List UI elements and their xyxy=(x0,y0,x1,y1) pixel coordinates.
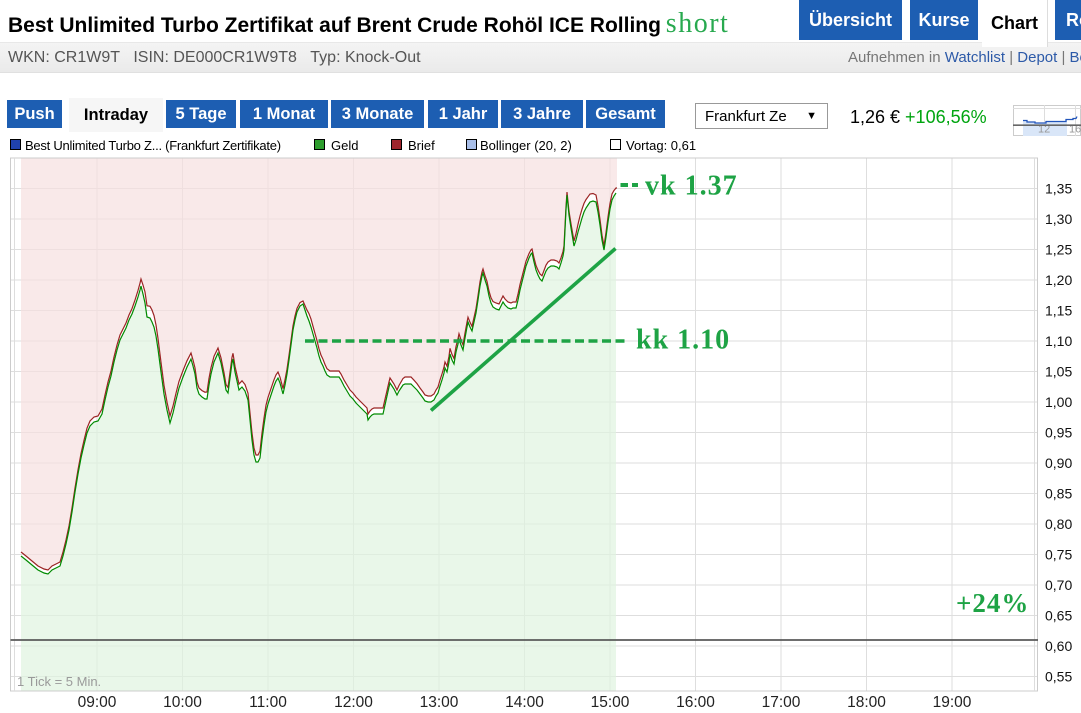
svg-text:0,95: 0,95 xyxy=(1045,425,1072,441)
svg-text:0,55: 0,55 xyxy=(1045,669,1072,685)
svg-text:1,25: 1,25 xyxy=(1045,242,1072,258)
svg-text:1,00: 1,00 xyxy=(1045,394,1072,410)
svg-text:vk 1.37: vk 1.37 xyxy=(645,171,738,202)
svg-text:1,05: 1,05 xyxy=(1045,364,1072,380)
svg-text:1,35: 1,35 xyxy=(1045,181,1072,197)
svg-text:09:00: 09:00 xyxy=(78,694,117,711)
svg-text:1,15: 1,15 xyxy=(1045,303,1072,319)
svg-text:17:00: 17:00 xyxy=(762,694,801,711)
svg-text:0,65: 0,65 xyxy=(1045,608,1072,624)
svg-text:0,80: 0,80 xyxy=(1045,516,1072,532)
svg-text:kk 1.10: kk 1.10 xyxy=(636,325,730,356)
svg-text:0,60: 0,60 xyxy=(1045,638,1072,654)
svg-text:0,75: 0,75 xyxy=(1045,547,1072,563)
svg-text:11:00: 11:00 xyxy=(249,694,287,711)
svg-text:0,70: 0,70 xyxy=(1045,577,1072,593)
svg-text:0,90: 0,90 xyxy=(1045,455,1072,471)
svg-text:12: 12 xyxy=(1038,124,1050,136)
svg-text:13:00: 13:00 xyxy=(420,694,459,711)
svg-text:15:00: 15:00 xyxy=(591,694,630,711)
svg-text:16: 16 xyxy=(1069,124,1081,136)
svg-text:1,30: 1,30 xyxy=(1045,211,1072,227)
svg-text:12:00: 12:00 xyxy=(334,694,373,711)
svg-text:18:00: 18:00 xyxy=(847,694,886,711)
svg-text:19:00: 19:00 xyxy=(933,694,972,711)
svg-text:1 Tick = 5 Min.: 1 Tick = 5 Min. xyxy=(17,674,101,689)
svg-text:1,20: 1,20 xyxy=(1045,272,1072,288)
svg-text:16:00: 16:00 xyxy=(676,694,715,711)
svg-text:+24%: +24% xyxy=(956,588,1029,618)
svg-text:10:00: 10:00 xyxy=(163,694,202,711)
svg-text:0,85: 0,85 xyxy=(1045,486,1072,502)
svg-text:1,10: 1,10 xyxy=(1045,333,1072,349)
svg-text:14:00: 14:00 xyxy=(505,694,544,711)
